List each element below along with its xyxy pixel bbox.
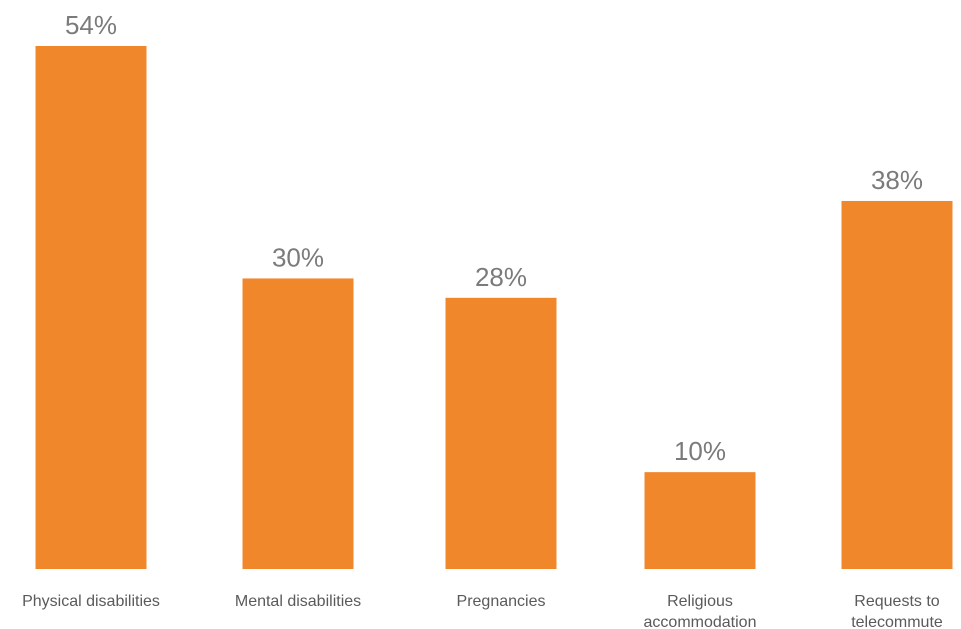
category-label-2: Pregnancies [457, 593, 546, 610]
category-label-line: telecommute [851, 614, 943, 629]
category-label-line: Pregnancies [457, 593, 546, 610]
bar-0 [35, 46, 147, 569]
category-label-0: Physical disabilities [22, 593, 160, 610]
bars-group [35, 46, 953, 570]
category-label-1: Mental disabilities [235, 593, 361, 610]
category-labels-group: Physical disabilities Mental disabilities… [22, 593, 943, 629]
value-label-2: 28% [475, 262, 527, 292]
bar-2 [445, 297, 557, 569]
value-label-3: 10% [674, 436, 726, 466]
value-label-1: 30% [272, 242, 324, 272]
value-labels-group: 54% 30% 28% 10% 38% [65, 10, 923, 466]
category-label-4: Requests to telecommute [851, 593, 943, 629]
category-label-line: accommodation [644, 614, 757, 629]
bar-3 [644, 472, 756, 569]
category-label-3: Religious accommodation [644, 593, 757, 629]
category-label-line: Mental disabilities [235, 593, 361, 610]
value-label-4: 38% [871, 165, 923, 195]
bar-1 [242, 278, 354, 569]
value-label-0: 54% [65, 10, 117, 40]
category-label-line: Requests to [854, 593, 939, 610]
category-label-line: Physical disabilities [22, 593, 160, 610]
category-label-line: Religious [667, 593, 733, 610]
bar-4 [841, 200, 953, 570]
